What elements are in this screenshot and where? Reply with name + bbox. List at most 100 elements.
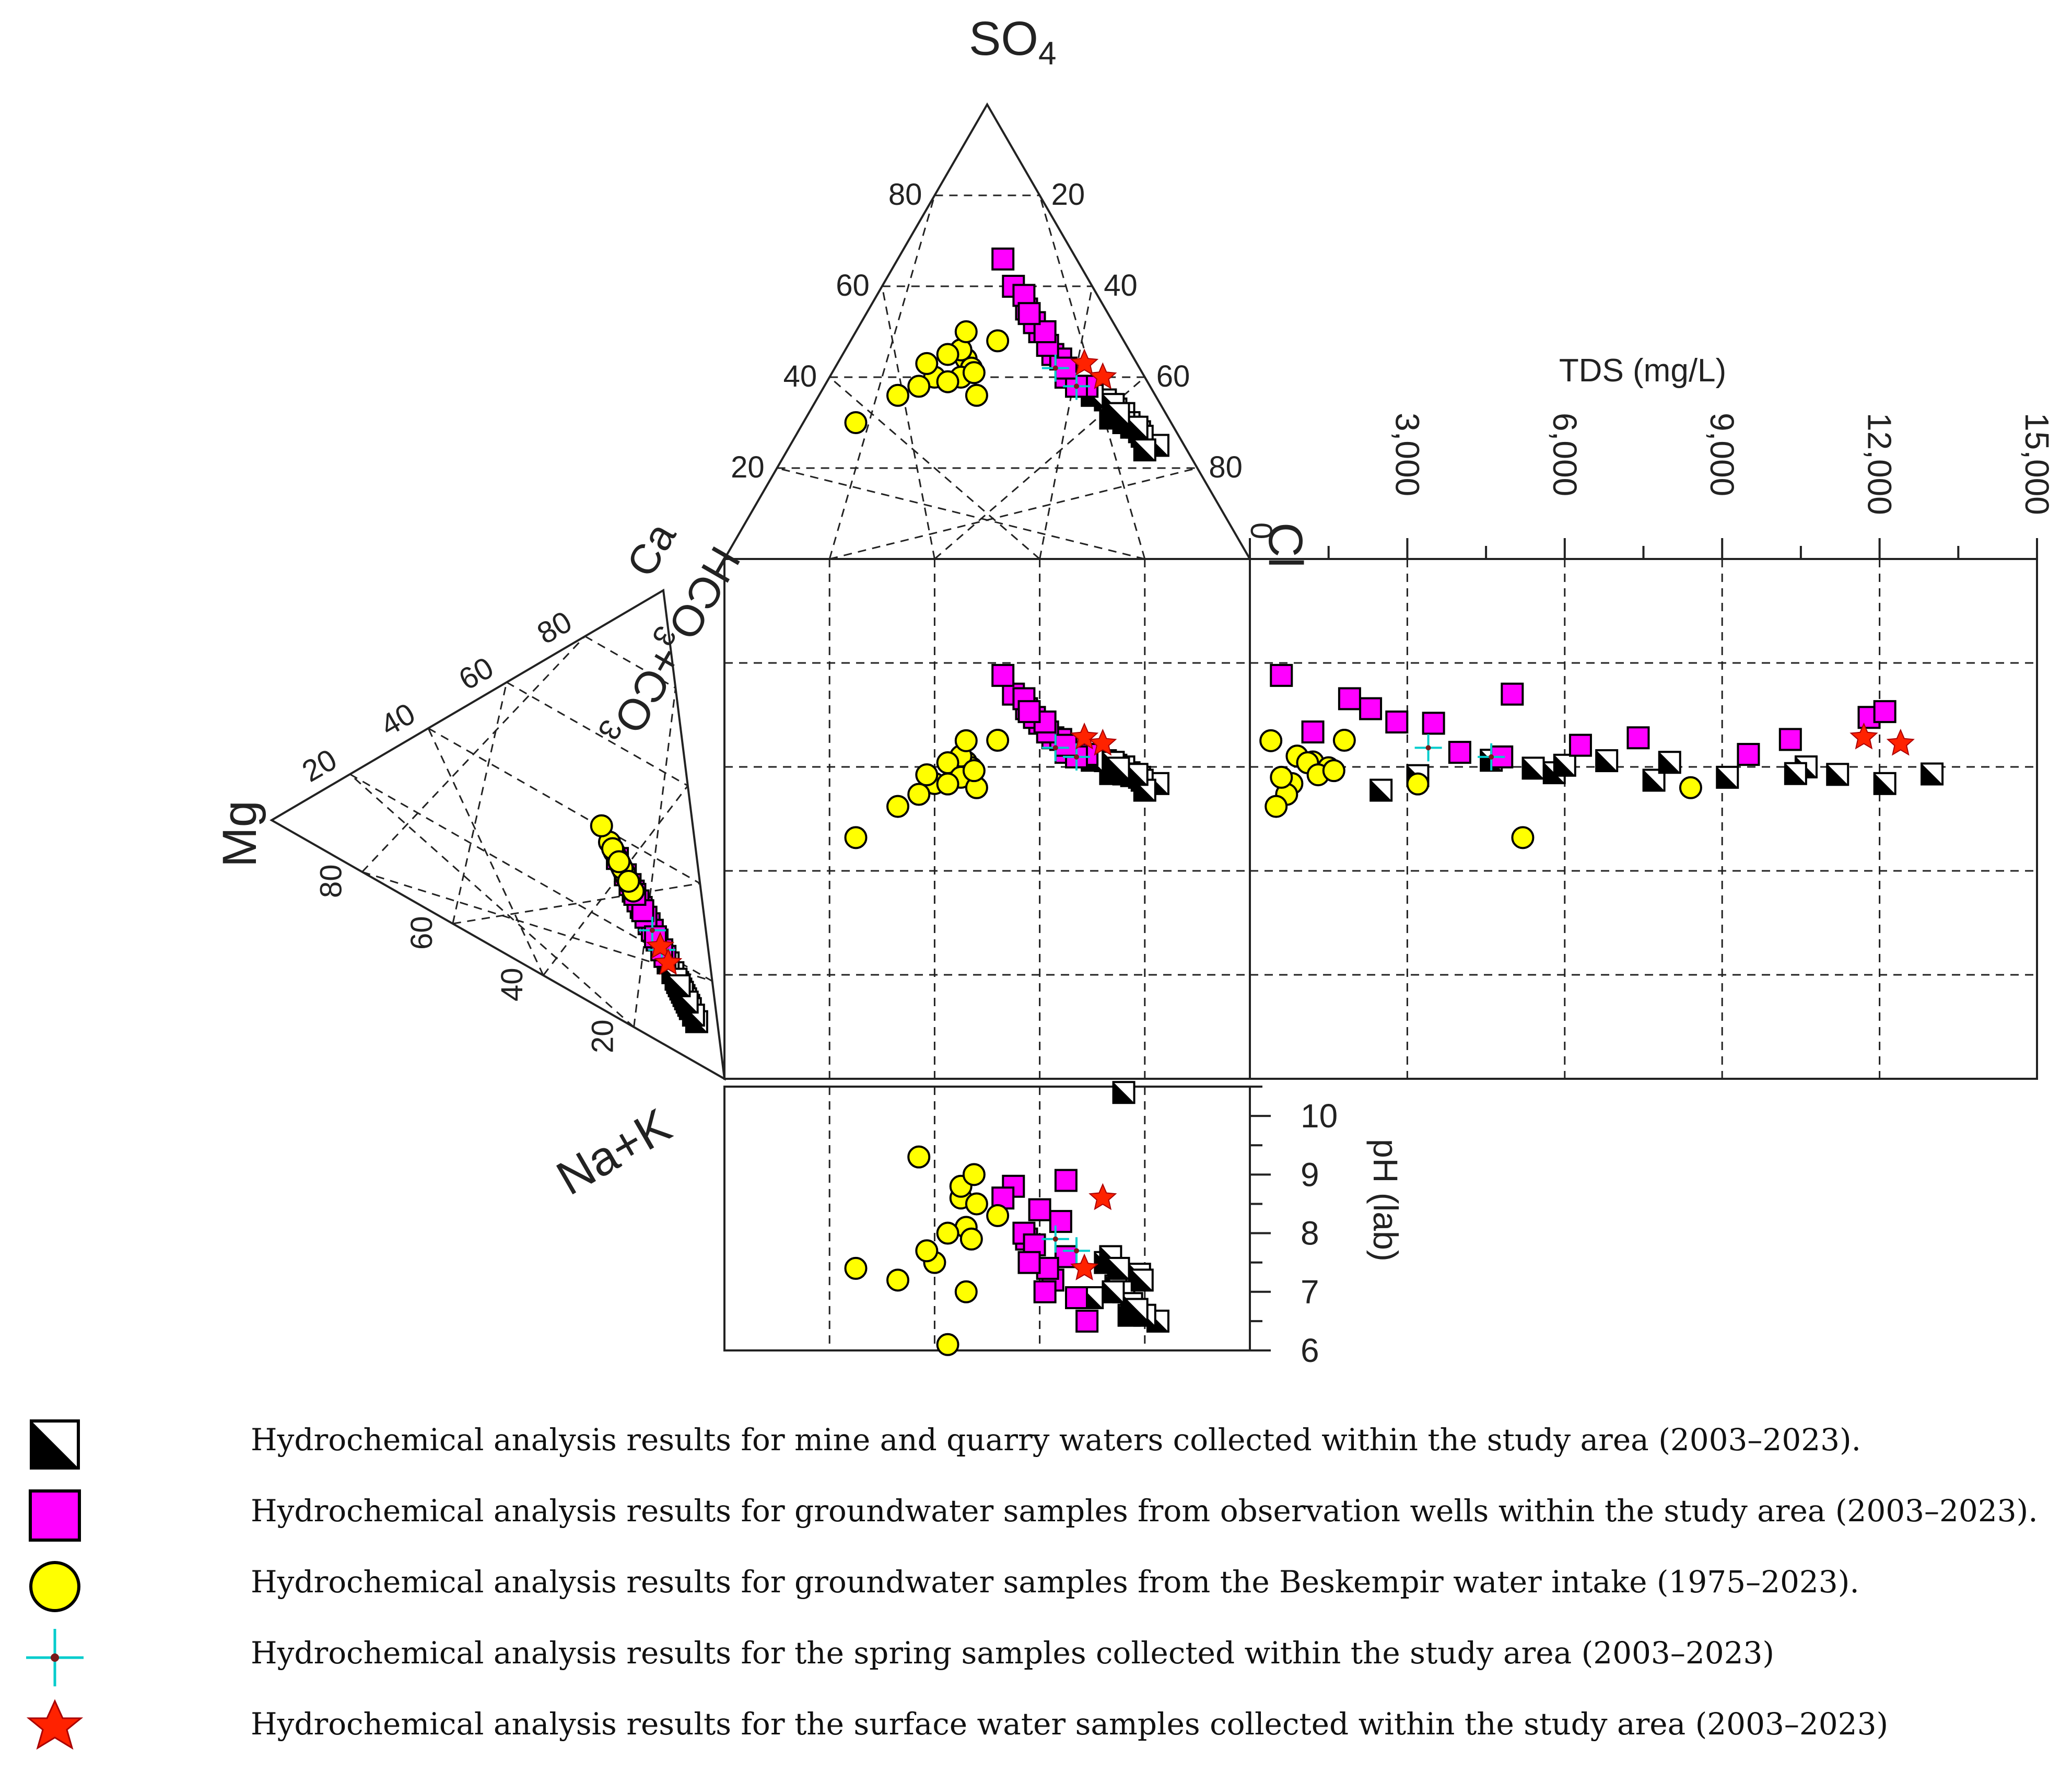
anion-point <box>1041 354 1069 382</box>
cation-point <box>668 974 691 997</box>
ph-point <box>962 1163 986 1186</box>
ph-point <box>965 1192 988 1216</box>
tds-point <box>1414 734 1442 762</box>
ph-point <box>1088 1183 1117 1210</box>
anion-point <box>1107 402 1130 425</box>
ph-point <box>1075 1309 1099 1333</box>
legend-label: Hydrochemical analysis results for the s… <box>251 1635 1775 1671</box>
anion-tick-label: 40 <box>783 359 817 393</box>
tds-point <box>1873 700 1897 724</box>
anion-point <box>962 361 986 384</box>
tds-point <box>1259 729 1283 752</box>
legend-label: Hydrochemical analysis results for the s… <box>251 1706 1889 1742</box>
ph-point <box>959 1227 983 1251</box>
tds-point <box>1849 722 1878 750</box>
tds-point <box>1270 663 1293 687</box>
anion-tick-label: 20 <box>1051 178 1085 212</box>
ph-point <box>1102 1280 1125 1303</box>
anion-point <box>965 383 988 407</box>
tds-panel: 3,000 6,000 9,000 12,000 15,000 <box>1249 413 2056 1080</box>
tds-point <box>1737 743 1760 766</box>
ph-point <box>1070 1253 1099 1280</box>
tds-point <box>1359 697 1383 720</box>
ph-point <box>1065 1286 1088 1309</box>
ph-point <box>1125 1298 1149 1321</box>
anion-point <box>907 375 931 398</box>
anion-point <box>1070 348 1099 376</box>
tds-point <box>1826 763 1849 786</box>
tds-point <box>1511 826 1535 849</box>
tds-point <box>1716 765 1739 789</box>
tds-point <box>1521 756 1545 780</box>
tds-tick-label: 15,000 <box>2018 413 2056 515</box>
tds-point <box>1322 759 1345 783</box>
anion-point <box>936 343 959 366</box>
diamond-point <box>886 795 909 818</box>
hco3-co3-label: HCO3+CO3 <box>591 536 750 756</box>
sample-points <box>590 247 1944 1356</box>
legend-label: Hydrochemical analysis results for groun… <box>251 1493 2038 1529</box>
anion-point <box>1133 438 1156 462</box>
tds-point <box>1553 753 1576 777</box>
tds-point <box>1568 733 1592 757</box>
anion-triangle <box>722 102 1252 560</box>
diamond-point <box>986 729 1010 752</box>
tds-point <box>1501 682 1524 706</box>
diamond-point <box>991 663 1015 687</box>
tds-axis-label: TDS (mg/L) <box>1559 353 1726 389</box>
tds-point <box>1270 765 1293 789</box>
cation-point <box>617 869 640 893</box>
ph-point <box>1054 1169 1078 1192</box>
cation-tick-label: 20 <box>586 1019 620 1053</box>
ph-point <box>915 1239 939 1263</box>
ph-point <box>1028 1198 1051 1221</box>
tds-point <box>1332 729 1356 752</box>
anion-point <box>1033 320 1057 343</box>
cation-tick-label: 40 <box>495 968 529 1001</box>
ph-point <box>886 1268 909 1292</box>
ph-point <box>1063 1237 1091 1265</box>
ph-point <box>1041 1225 1069 1253</box>
anion-point <box>954 320 978 343</box>
cl-apex-label: Cl <box>1259 522 1312 568</box>
piper-diagram: 3,000 6,000 9,000 12,000 15,000 10 9 8 7 6 SO4 C… <box>213 12 2056 1369</box>
diamond-point <box>962 759 986 783</box>
tds-tick-label: 6,000 <box>1546 413 1584 496</box>
anion-tick-label: 60 <box>1156 359 1190 393</box>
anion-zero-tick: 0 <box>1244 522 1278 539</box>
diamond-point <box>915 763 939 787</box>
diamond-point <box>1107 756 1130 780</box>
cross-icon <box>26 1629 84 1686</box>
anion-point <box>991 247 1015 271</box>
cation-point <box>590 814 613 837</box>
tds-point <box>1448 741 1471 764</box>
tds-point <box>1369 778 1393 802</box>
tds-point <box>1385 710 1409 734</box>
na-k-apex-label: Na+K <box>548 1099 680 1206</box>
anion-tick-label: 40 <box>1104 269 1138 302</box>
tds-point <box>1886 728 1915 756</box>
anion-point <box>844 411 868 434</box>
tds-point <box>1478 743 1505 771</box>
tds-point <box>1778 728 1802 751</box>
ph-tick-label: 9 <box>1301 1156 1319 1193</box>
anion-tick-label: 60 <box>836 269 870 302</box>
square-icon <box>29 1489 81 1542</box>
ph-point <box>954 1280 978 1303</box>
ph-point <box>1049 1210 1072 1233</box>
tds-point <box>1626 726 1650 750</box>
tds-point <box>1338 687 1361 710</box>
diamond-point <box>1041 734 1069 762</box>
ph-point <box>1033 1280 1057 1303</box>
cation-point <box>638 916 666 944</box>
legend-item-beskempir: Hydrochemical analysis results for groun… <box>0 1553 2072 1621</box>
so4-apex-label: SO4 <box>969 12 1056 72</box>
cation-point <box>607 850 631 873</box>
tds-point <box>1658 751 1681 774</box>
tds-point <box>1921 762 1944 786</box>
ph-point <box>986 1204 1010 1227</box>
diamond-point <box>907 783 931 806</box>
ph-tick-label: 6 <box>1301 1332 1319 1369</box>
anion-point <box>986 329 1010 353</box>
legend-item-surface: Hydrochemical analysis results for the s… <box>0 1695 2072 1763</box>
